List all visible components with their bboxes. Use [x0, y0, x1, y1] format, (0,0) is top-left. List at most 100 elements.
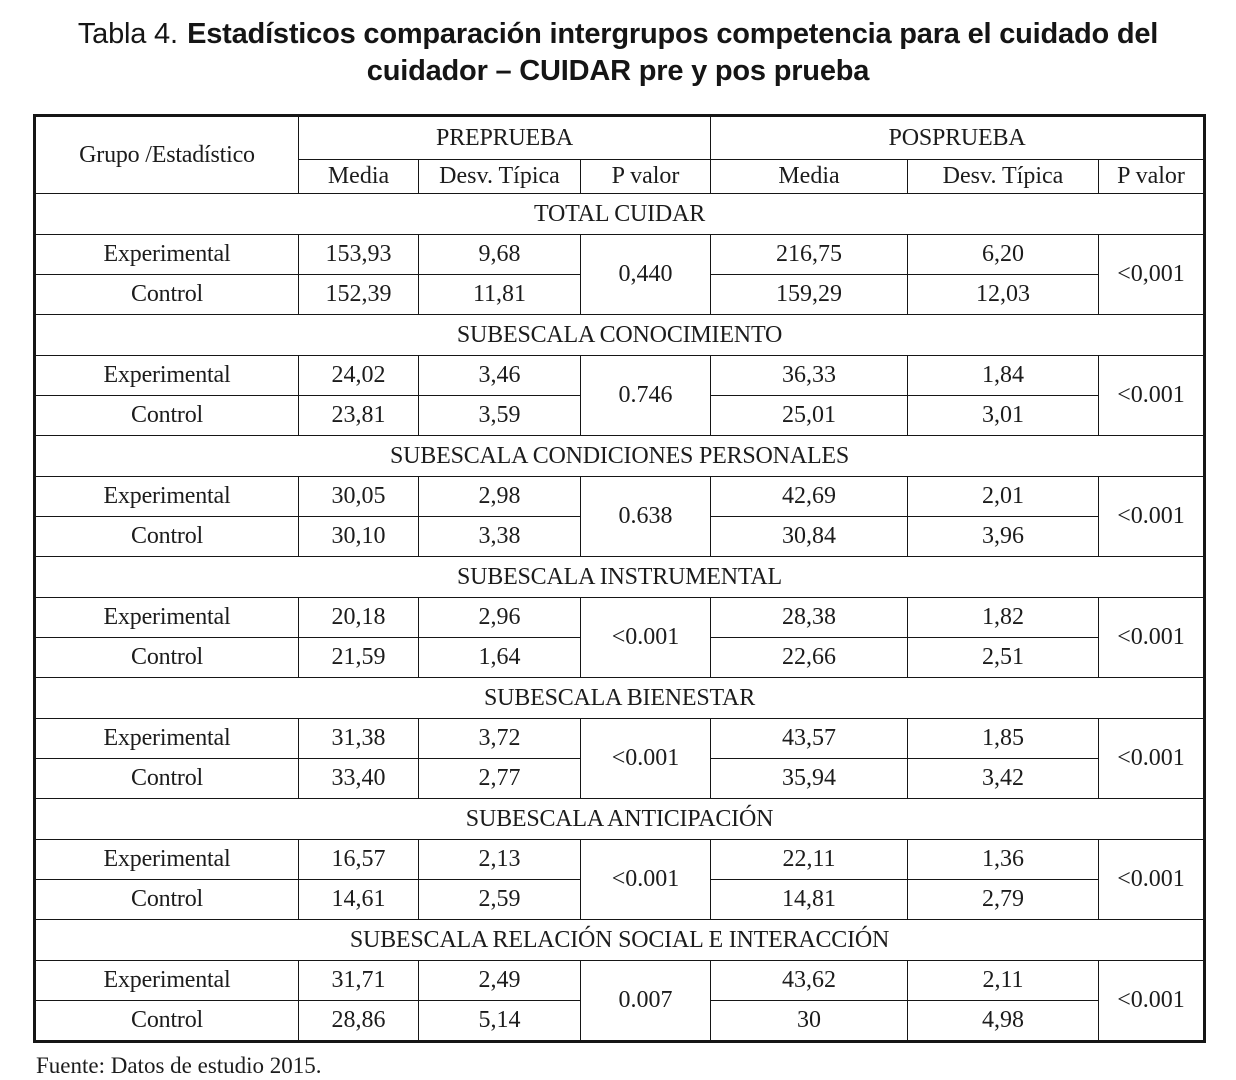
- pre-media-value: 23,81: [298, 395, 419, 437]
- pre-media-value: 30,05: [298, 476, 419, 518]
- pos-pvalor-value: <0.001: [1097, 718, 1206, 800]
- row-label-control: Control: [34, 637, 299, 679]
- section-band-row: SUBESCALA ANTICIPACIÓN: [33, 798, 1206, 841]
- pos-media-value: 30: [710, 1000, 908, 1043]
- pos-desv-value: 3,01: [907, 395, 1099, 437]
- pre-desv-value: 3,72: [418, 718, 581, 760]
- pos-media-value: 42,69: [710, 476, 908, 518]
- row-label-experimental: Experimental: [34, 355, 299, 397]
- row-label-control: Control: [34, 395, 299, 437]
- pos-pvalor-value: <0.001: [1097, 476, 1206, 558]
- row-label-control: Control: [34, 1000, 299, 1043]
- corner-header: Grupo /Estadístico: [34, 115, 299, 195]
- pre-desv-value: 9,68: [418, 234, 581, 276]
- pos-media-value: 22,66: [710, 637, 908, 679]
- section-band-row: SUBESCALA CONOCIMIENTO: [33, 314, 1206, 357]
- pos-media-value: 43,62: [710, 960, 908, 1002]
- pos-media-value: 35,94: [710, 758, 908, 800]
- pre-pvalor-value: <0.001: [580, 597, 711, 679]
- pre-desv-value: 2,98: [418, 476, 581, 518]
- section-band-row: SUBESCALA BIENESTAR: [33, 677, 1206, 720]
- source-note: Fuente: Datos de estudio 2015.: [36, 1053, 322, 1079]
- pre-pvalor-value: 0.007: [580, 960, 711, 1043]
- pos-media-value: 30,84: [710, 516, 908, 558]
- pos-desv-value: 2,11: [907, 960, 1099, 1002]
- pre-media-value: 152,39: [298, 274, 419, 316]
- pos-desv-value: 1,85: [907, 718, 1099, 760]
- pos-media-value: 25,01: [710, 395, 908, 437]
- section-title: SUBESCALA ANTICIPACIÓN: [33, 798, 1206, 841]
- pre-desv-value: 1,64: [418, 637, 581, 679]
- pre-media-value: 24,02: [298, 355, 419, 397]
- table-row-experimental: Experimental 16,57 2,13 <0.001 22,11 1,3…: [34, 839, 1206, 921]
- pos-desv-value: 6,20: [907, 234, 1099, 276]
- table-row-control: Control 30,10 3,38 30,84 3,96: [34, 516, 1205, 558]
- row-label-control: Control: [34, 274, 299, 316]
- pos-media-value: 22,11: [710, 839, 908, 881]
- pre-media-value: 28,86: [298, 1000, 419, 1043]
- row-label-experimental: Experimental: [34, 476, 299, 518]
- pre-pvalor-value: 0.638: [580, 476, 711, 558]
- pre-desv-value: 2,49: [418, 960, 581, 1002]
- section-title: SUBESCALA CONDICIONES PERSONALES: [33, 435, 1206, 478]
- table-row-experimental: Experimental 24,02 3,46 0.746 36,33 1,84…: [34, 355, 1206, 437]
- row-label-experimental: Experimental: [34, 839, 299, 881]
- pre-media-value: 33,40: [298, 758, 419, 800]
- table-row-control: Control 14,61 2,59 14,81 2,79: [34, 879, 1205, 921]
- pre-media-value: 20,18: [298, 597, 419, 639]
- table-title-text: Estadísticos comparación intergrupos com…: [187, 18, 1159, 88]
- pos-desv-header: Desv. Típica: [907, 159, 1099, 195]
- section-band-row: SUBESCALA INSTRUMENTAL: [33, 556, 1206, 599]
- pos-pvalor-header: P valor: [1097, 159, 1206, 195]
- pre-media-value: 30,10: [298, 516, 419, 558]
- section-band-row: SUBESCALA RELACIÓN SOCIAL E INTERACCIÓN: [33, 919, 1206, 962]
- row-label-experimental: Experimental: [34, 234, 299, 276]
- pos-media-value: 28,38: [710, 597, 908, 639]
- section-band-row: TOTAL CUIDAR: [33, 193, 1206, 236]
- table-row-control: Control 21,59 1,64 22,66 2,51: [34, 637, 1205, 679]
- pre-desv-value: 3,38: [418, 516, 581, 558]
- row-label-experimental: Experimental: [34, 960, 299, 1002]
- table-row-control: Control 23,81 3,59 25,01 3,01: [34, 395, 1205, 437]
- table-row-experimental: Experimental 30,05 2,98 0.638 42,69 2,01…: [34, 476, 1206, 558]
- section-title: SUBESCALA INSTRUMENTAL: [33, 556, 1206, 599]
- table-row-experimental: Experimental 153,93 9,68 0,440 216,75 6,…: [34, 234, 1206, 316]
- pre-media-value: 21,59: [298, 637, 419, 679]
- preprueba-header: PREPRUEBA: [298, 115, 711, 161]
- row-label-control: Control: [34, 758, 299, 800]
- pos-pvalor-value: <0,001: [1097, 234, 1206, 316]
- row-label-experimental: Experimental: [34, 718, 299, 760]
- pre-media-value: 31,38: [298, 718, 419, 760]
- pre-desv-value: 5,14: [418, 1000, 581, 1043]
- row-label-experimental: Experimental: [34, 597, 299, 639]
- section-title: SUBESCALA BIENESTAR: [33, 677, 1206, 720]
- pre-desv-value: 11,81: [418, 274, 581, 316]
- pre-media-value: 153,93: [298, 234, 419, 276]
- row-label-control: Control: [34, 879, 299, 921]
- pos-media-value: 159,29: [710, 274, 908, 316]
- pos-desv-value: 4,98: [907, 1000, 1099, 1043]
- pre-pvalor-value: <0.001: [580, 718, 711, 800]
- pre-media-header: Media: [298, 159, 419, 195]
- posprueba-header: POSPRUEBA: [709, 115, 1206, 161]
- pre-desv-value: 3,59: [418, 395, 581, 437]
- pos-desv-value: 1,82: [907, 597, 1099, 639]
- pre-desv-value: 2,13: [418, 839, 581, 881]
- pre-media-value: 31,71: [298, 960, 419, 1002]
- section-band-row: SUBESCALA CONDICIONES PERSONALES: [33, 435, 1206, 478]
- pos-pvalor-value: <0.001: [1097, 960, 1206, 1043]
- header-row-groups: Grupo /Estadístico PREPRUEBA POSPRUEBA: [34, 115, 1206, 195]
- section-title: SUBESCALA RELACIÓN SOCIAL E INTERACCIÓN: [33, 919, 1206, 962]
- table-body: TOTAL CUIDAR Experimental 153,93 9,68 0,…: [33, 193, 1206, 1043]
- pos-desv-value: 1,84: [907, 355, 1099, 397]
- pos-pvalor-value: <0.001: [1097, 839, 1206, 921]
- pos-desv-value: 12,03: [907, 274, 1099, 316]
- pos-desv-value: 3,96: [907, 516, 1099, 558]
- pos-desv-value: 2,51: [907, 637, 1099, 679]
- table-title: Tabla 4. Estadísticos comparación intergr…: [23, 0, 1213, 114]
- pos-media-value: 216,75: [710, 234, 908, 276]
- pos-desv-value: 2,01: [907, 476, 1099, 518]
- pos-media-value: 36,33: [710, 355, 908, 397]
- pos-desv-value: 3,42: [907, 758, 1099, 800]
